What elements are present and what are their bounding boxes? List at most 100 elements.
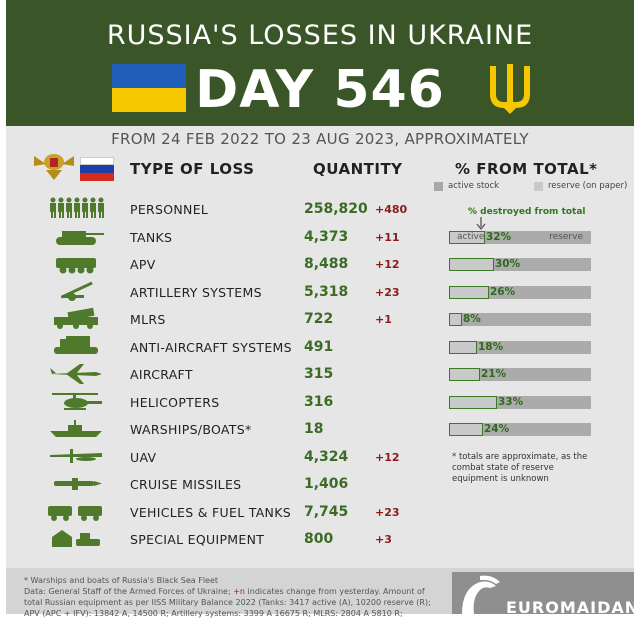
destroyed-percent-label: 21% [481, 368, 507, 380]
helicopter-icon [46, 390, 106, 412]
bar-reserve-label: reserve [549, 232, 583, 242]
loss-type-label: TANKS [130, 230, 173, 245]
special-equipment-icon [46, 527, 106, 549]
loss-type-label: WARSHIPS/BOATS* [130, 422, 252, 437]
loss-quantity: 7,745 [304, 504, 349, 520]
destroyed-percent-label: 30% [495, 258, 521, 270]
destroyed-percent-label: 8% [463, 313, 481, 325]
daily-change: +23 [375, 506, 400, 519]
percent-bar: 24% [449, 423, 591, 436]
column-header-type: TYPE OF LOSS [130, 160, 255, 178]
legend-label-active: active stock [448, 181, 500, 191]
loss-quantity: 5,318 [304, 284, 349, 300]
loss-quantity: 4,373 [304, 229, 349, 245]
mlrs-icon [46, 307, 106, 329]
column-header-quantity: QUANTITY [313, 160, 403, 178]
loss-type-label: HELICOPTERS [130, 395, 220, 410]
percent-bar: 32% active reserve [449, 231, 591, 244]
daily-change: +23 [375, 286, 400, 299]
artillery-icon [46, 280, 106, 302]
cruise-missile-icon [46, 472, 106, 494]
legend-label-reserve: reserve (on paper) [548, 181, 628, 191]
active-stock-segment [449, 258, 494, 271]
footer-line-3: total Russian equipment as per IISS Mili… [24, 598, 431, 607]
loss-type-label: CRUISE MISSILES [130, 477, 242, 492]
loss-quantity: 258,820 [304, 201, 368, 217]
loss-quantity: 1,406 [304, 476, 349, 492]
day-counter: DAY 546 [195, 60, 445, 120]
active-stock-segment [449, 423, 483, 436]
russia-flag-icon [80, 157, 114, 181]
active-stock-segment [449, 368, 480, 381]
loss-quantity: 722 [304, 311, 334, 327]
percent-bar: 21% [449, 368, 591, 381]
loss-type-label: VEHICLES & FUEL TANKS [130, 505, 291, 520]
page-title: RUSSIA'S LOSSES IN UKRAINE [106, 20, 534, 51]
daily-change: +480 [375, 203, 408, 216]
loss-type-label: AIRCRAFT [130, 367, 193, 382]
fuel-truck-icon [46, 500, 106, 522]
active-stock-segment [449, 341, 477, 354]
soldiers-icon [46, 197, 106, 219]
russian-emblem-icon [34, 154, 74, 180]
loss-type-label: MLRS [130, 312, 166, 327]
active-stock-segment [449, 396, 497, 409]
active-stock-segment [449, 231, 485, 244]
footer-line-2: Data: General Staff of the Armed Forces … [24, 587, 425, 596]
destroyed-percent-hint: % destroyed from total [468, 207, 586, 217]
loss-type-label: PERSONNEL [130, 202, 209, 217]
destroyed-percent-label: 26% [490, 286, 516, 298]
loss-quantity: 315 [304, 366, 334, 382]
legend-swatch-reserve [534, 182, 543, 191]
footer-line-1: * Warships and boats of Russia's Black S… [24, 576, 219, 585]
loss-type-label: SPECIAL EQUIPMENT [130, 532, 265, 547]
daily-change: +11 [375, 231, 400, 244]
loss-quantity: 4,324 [304, 449, 349, 465]
anti-aircraft-icon [46, 335, 106, 357]
destroyed-percent-label: 18% [478, 341, 504, 353]
percent-bar: 8% [449, 313, 591, 326]
tank-icon [46, 225, 106, 247]
date-range-subtitle: FROM 24 FEB 2022 TO 23 AUG 2023, APPROXI… [111, 130, 529, 148]
loss-type-label: UAV [130, 450, 157, 465]
ukraine-flag-icon [112, 64, 186, 112]
percent-bar: 33% [449, 396, 591, 409]
euromaidan-logo: EUROMAIDAN [452, 572, 634, 614]
loss-type-label: APV [130, 257, 156, 272]
loss-quantity: 491 [304, 339, 334, 355]
euromaidan-logo-text: EUROMAIDAN [506, 598, 634, 614]
header-banner [6, 0, 634, 126]
loss-quantity: 316 [304, 394, 334, 410]
destroyed-percent-label: 24% [484, 423, 510, 435]
loss-quantity: 18 [304, 421, 324, 437]
destroyed-percent-label: 32% [486, 231, 512, 243]
uav-icon [46, 445, 106, 467]
loss-type-label: ARTILLERY SYSTEMS [130, 285, 262, 300]
trident-icon [490, 64, 530, 114]
legend-swatch-active [434, 182, 443, 191]
destroyed-percent-label: 33% [498, 396, 524, 408]
aircraft-icon [46, 362, 106, 384]
daily-change: +12 [375, 258, 400, 271]
percent-bar: 30% [449, 258, 591, 271]
approximation-note: * totals are approximate, as the combat … [452, 452, 588, 484]
daily-change: +3 [375, 533, 392, 546]
footer-plus-marker: +n [233, 587, 245, 596]
daily-change: +12 [375, 451, 400, 464]
euromaidan-logo-icon [462, 575, 500, 614]
footer-source-text-cont: indicates change from yesterday. Amount … [245, 587, 425, 596]
active-stock-segment [449, 313, 462, 326]
loss-quantity: 800 [304, 531, 334, 547]
percent-bar: 18% [449, 341, 591, 354]
apv-icon [46, 252, 106, 274]
daily-change: +1 [375, 313, 392, 326]
hint-arrow-icon [476, 217, 486, 231]
bar-active-label: active [457, 232, 485, 242]
column-header-percent: % FROM TOTAL* [455, 160, 598, 178]
percent-bar: 26% [449, 286, 591, 299]
footer-source-text: Data: General Staff of the Armed Forces … [24, 587, 234, 596]
active-stock-segment [449, 286, 489, 299]
loss-type-label: ANTI-AIRCRAFT SYSTEMS [130, 340, 292, 355]
loss-quantity: 8,488 [304, 256, 349, 272]
